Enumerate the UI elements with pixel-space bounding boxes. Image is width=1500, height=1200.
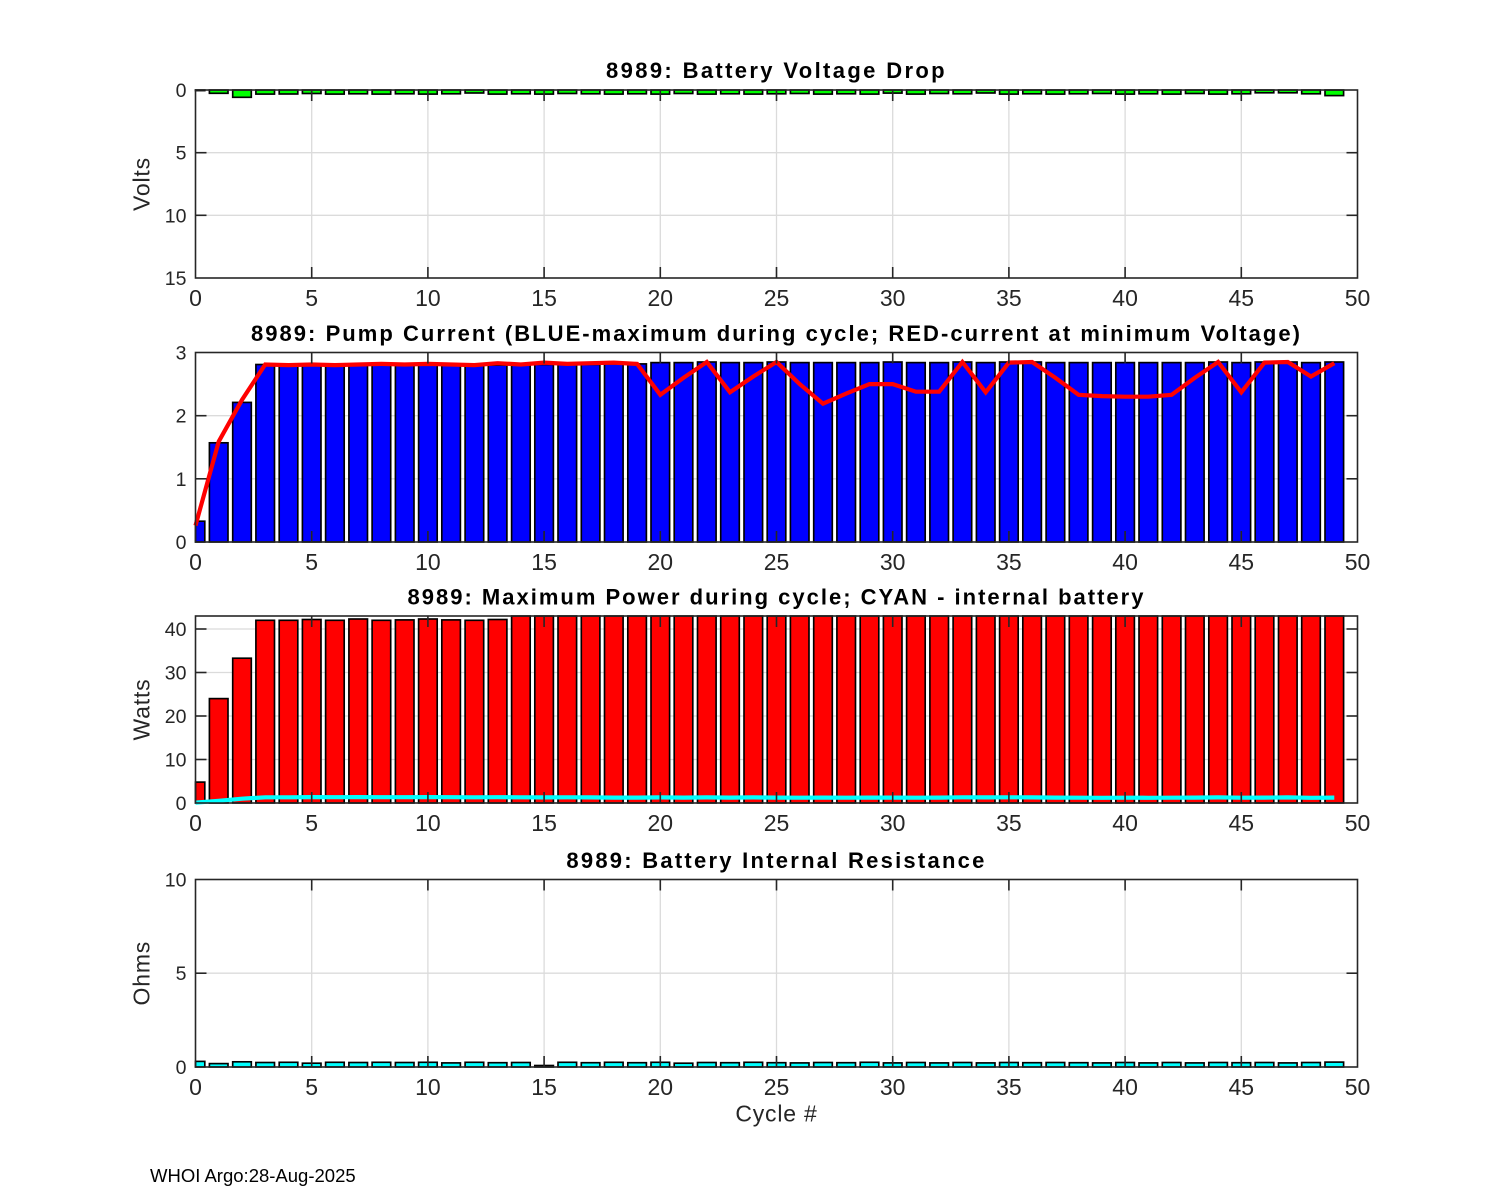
svg-text:50: 50 [1345, 1074, 1371, 1100]
svg-text:10: 10 [415, 549, 441, 575]
svg-text:40: 40 [1112, 549, 1138, 575]
svg-text:8989: Pump Current (BLUE-maxim: 8989: Pump Current (BLUE-maximum during … [251, 321, 1302, 346]
svg-text:3: 3 [176, 343, 187, 365]
svg-text:30: 30 [880, 285, 906, 311]
svg-text:50: 50 [1345, 285, 1371, 311]
svg-text:45: 45 [1229, 810, 1255, 836]
svg-text:45: 45 [1229, 285, 1255, 311]
svg-text:10: 10 [165, 205, 187, 227]
svg-text:8989: Maximum Power during cyc: 8989: Maximum Power during cycle; CYAN -… [408, 585, 1146, 610]
svg-text:0: 0 [189, 810, 202, 836]
svg-text:5: 5 [176, 963, 187, 985]
svg-text:0: 0 [176, 1057, 187, 1079]
svg-text:1: 1 [176, 469, 187, 491]
svg-text:50: 50 [1345, 810, 1371, 836]
svg-text:45: 45 [1229, 549, 1255, 575]
svg-text:15: 15 [531, 285, 557, 311]
svg-text:0: 0 [189, 549, 202, 575]
svg-text:50: 50 [1345, 549, 1371, 575]
svg-text:5: 5 [305, 810, 318, 836]
svg-text:0: 0 [189, 285, 202, 311]
svg-text:15: 15 [531, 1074, 557, 1100]
svg-text:5: 5 [305, 549, 318, 575]
svg-text:Watts: Watts [129, 679, 155, 741]
svg-text:20: 20 [648, 285, 674, 311]
svg-text:0: 0 [189, 1074, 202, 1100]
svg-text:25: 25 [764, 1074, 790, 1100]
svg-text:0: 0 [176, 793, 187, 815]
svg-text:10: 10 [165, 750, 187, 772]
svg-text:8989: Battery Internal Resista: 8989: Battery Internal Resistance [566, 848, 986, 873]
svg-text:25: 25 [764, 285, 790, 311]
svg-text:Volts: Volts [129, 157, 155, 211]
svg-text:20: 20 [648, 1074, 674, 1100]
svg-text:15: 15 [165, 268, 187, 290]
svg-text:25: 25 [764, 549, 790, 575]
svg-text:30: 30 [165, 663, 187, 685]
svg-text:0: 0 [176, 80, 187, 102]
svg-text:45: 45 [1229, 1074, 1255, 1100]
svg-text:WHOI Argo:28-Aug-2025: WHOI Argo:28-Aug-2025 [150, 1165, 356, 1186]
svg-text:40: 40 [1112, 1074, 1138, 1100]
svg-text:5: 5 [305, 1074, 318, 1100]
svg-text:10: 10 [415, 810, 441, 836]
svg-text:8989: Battery Voltage Drop: 8989: Battery Voltage Drop [606, 58, 947, 83]
svg-text:20: 20 [648, 549, 674, 575]
svg-text:40: 40 [1112, 810, 1138, 836]
svg-text:Ohms: Ohms [129, 941, 155, 1006]
svg-text:35: 35 [996, 810, 1022, 836]
svg-text:40: 40 [165, 619, 187, 641]
svg-text:2: 2 [176, 406, 187, 428]
svg-text:35: 35 [996, 285, 1022, 311]
svg-text:10: 10 [165, 870, 187, 892]
svg-text:10: 10 [415, 285, 441, 311]
svg-text:15: 15 [531, 549, 557, 575]
svg-text:30: 30 [880, 810, 906, 836]
svg-text:35: 35 [996, 1074, 1022, 1100]
svg-text:35: 35 [996, 549, 1022, 575]
svg-text:5: 5 [305, 285, 318, 311]
svg-text:20: 20 [165, 706, 187, 728]
svg-text:15: 15 [531, 810, 557, 836]
svg-text:30: 30 [880, 549, 906, 575]
svg-text:0: 0 [176, 532, 187, 554]
svg-text:Cycle #: Cycle # [735, 1101, 817, 1127]
svg-text:10: 10 [415, 1074, 441, 1100]
svg-text:40: 40 [1112, 285, 1138, 311]
svg-text:30: 30 [880, 1074, 906, 1100]
svg-text:5: 5 [176, 143, 187, 165]
svg-text:20: 20 [648, 810, 674, 836]
svg-text:25: 25 [764, 810, 790, 836]
